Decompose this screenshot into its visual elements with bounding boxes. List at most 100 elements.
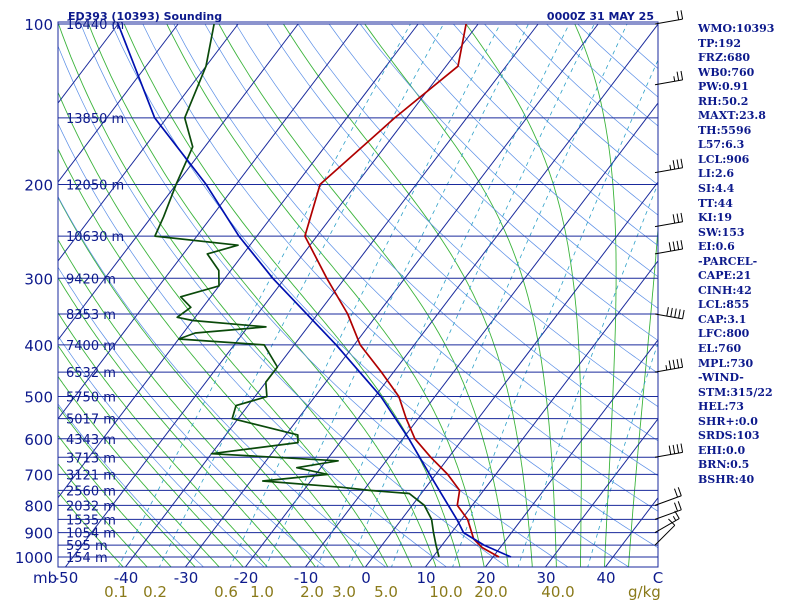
wind-barb-staff [654,509,682,520]
height-label: 1054 m [66,527,116,542]
wind-barb-flag [672,214,676,224]
dry-adiabat [328,23,658,341]
wind-barb-flag [668,445,672,455]
height-label: 5750 m [66,391,116,406]
moist-adiabat [218,23,509,567]
wind-barb-staff [654,221,683,228]
dry-adiabat [266,23,658,408]
index-value: WMO:10393 [698,22,775,35]
dry-adiabat [58,335,265,567]
dry-adiabat [359,23,658,309]
wind-barb-flag [676,159,680,169]
wind-barb-flag [674,488,679,498]
mixing-ratio-label: 20.0 [474,583,507,600]
mixing-ratio-unit: g/kg [628,583,661,600]
wind-barb [654,501,682,520]
wind-barb-staff [654,248,683,255]
dry-adiabat [142,23,658,549]
index-value: TT:44 [698,196,733,210]
chart-traces [117,23,512,558]
indices-panel: WMO:10393 TP:192 FRZ:680 WB0:760 PW:0.91 RH:5… [698,22,798,488]
isotherm [58,23,59,25]
moist-adiabat [58,23,413,567]
wind-barb-flag [676,444,680,454]
mixing-ratio-line [348,23,595,567]
wind-barb-half [673,76,676,82]
y-axis-unit: mb [33,569,57,587]
temperature-tick-label: -20 [234,569,259,587]
wind-barb-staff [654,518,680,534]
temperature-tick-label: -50 [54,569,79,587]
temperature-tick-label: 0 [361,569,371,587]
pressure-tick-label: 700 [24,466,53,484]
isotherm [424,260,658,567]
height-label: 13850 m [66,112,124,127]
wind-barb-flag [672,160,676,170]
mixing-ratio-line [587,342,658,567]
plot-frame [57,21,659,568]
dry-adiabat [58,45,508,567]
index-value: BSHR:40 [698,472,755,486]
moist-adiabat [58,276,292,567]
wind-barb-flag [676,359,680,369]
temperature-tick-label: -10 [294,569,319,587]
dry-adiabat [80,23,569,567]
height-label: 10630 m [66,230,124,245]
index-value: CAPE:21 [698,269,752,283]
mixing-ratio-label: 10.0 [429,583,462,600]
isotherm [58,23,179,183]
dry-adiabat [390,23,658,278]
pressure-tick-label: 1000 [15,549,53,567]
wind-barb-flag [680,212,684,222]
mixing-ratio-line [229,23,501,567]
index-value: SI:4.4 [698,182,735,196]
wind-barb-staff [654,79,683,86]
dry-adiabat [235,23,658,442]
moist-adiabat [58,148,365,567]
wind-barb-flag [676,10,680,20]
isotherm [64,23,479,567]
temperature-tick-label: -30 [174,569,199,587]
temperature-tick-label: C [653,569,663,587]
parcel-trace [117,23,512,558]
wind-barb [654,510,680,534]
wind-barb-staff [654,167,683,174]
pressure-tick-label: 600 [24,431,53,449]
wind-barb-flag [680,358,684,368]
wind-barb-staff [654,524,676,546]
moist-adiabat [166,23,485,567]
dry-adiabat [58,122,448,567]
isotherm [58,23,299,341]
temperature-tick-label: 10 [416,569,435,587]
wind-barb-flag [676,71,680,81]
mixing-ratio-label: 1.0 [250,583,274,600]
height-label: 4343 m [66,433,116,448]
wind-barb-flag [677,487,682,496]
wind-barb-flag [680,158,684,168]
moist-adiabat [364,23,557,567]
temperature-trace [304,23,500,558]
wind-barb-flag [672,241,676,251]
wind-barb-flag [680,443,684,453]
moist-adiabat [123,23,461,567]
moist-adiabat [465,23,582,567]
moist-adiabat [58,238,317,567]
pressure-tick-label: 200 [24,176,53,194]
pressure-tick-label: 900 [24,525,53,543]
temperature-tick-label: 40 [596,569,615,587]
pressure-tick-label: 100 [24,16,53,34]
wind-barb-staff [654,18,683,25]
wind-barb-staff [654,451,683,458]
index-value: BRN:0.5 [698,458,750,472]
chart-grid [58,23,658,567]
moist-adiabat [283,23,533,567]
index-value: MAXT:23.8 [698,109,766,123]
wind-barb [654,307,685,320]
isotherm [304,102,658,567]
wind-barbs [654,10,685,546]
height-label: 2560 m [66,484,116,499]
height-label: 1535 m [66,513,116,528]
wind-barb-flag [672,444,676,454]
